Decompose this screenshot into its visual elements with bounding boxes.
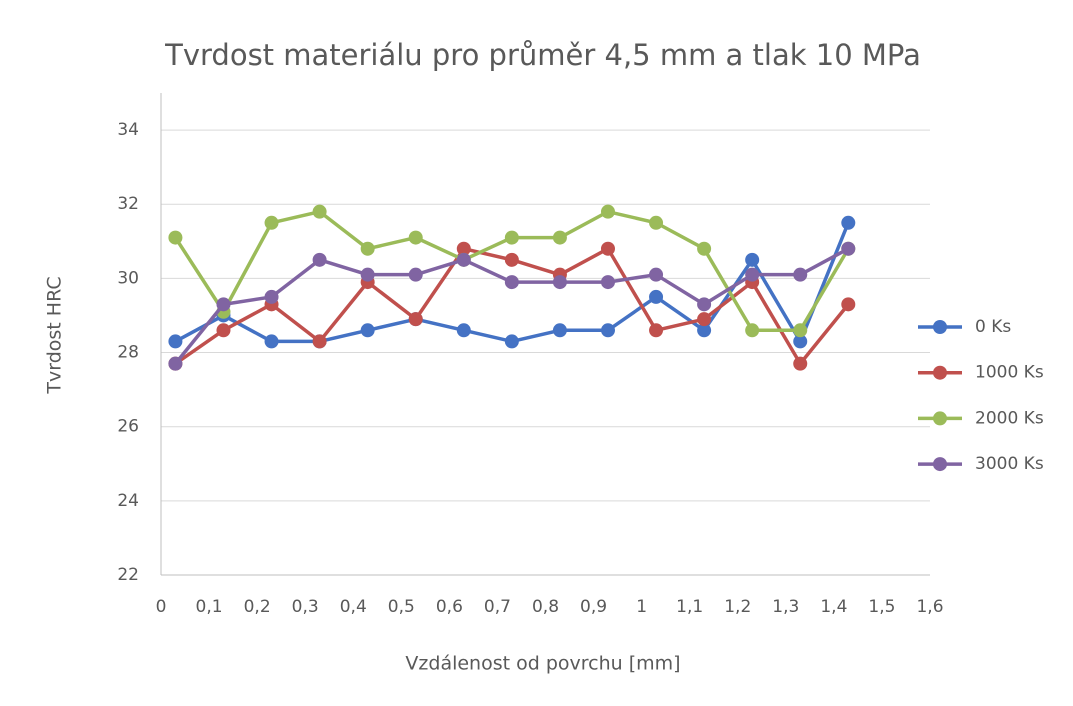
data-point xyxy=(312,204,327,219)
data-point xyxy=(168,230,183,245)
y-tick-label: 24 xyxy=(117,491,139,511)
data-point xyxy=(697,323,712,338)
x-tick-label: 0,5 xyxy=(388,597,415,617)
chart-title: Tvrdost materiálu pro průměr 4,5 mm a tl… xyxy=(164,38,921,72)
data-point xyxy=(504,252,519,267)
y-tick-label: 28 xyxy=(117,343,139,363)
x-tick-label: 1,5 xyxy=(868,597,895,617)
data-point xyxy=(504,275,519,290)
x-tick-label: 0,8 xyxy=(532,597,559,617)
data-point xyxy=(360,241,375,256)
data-point xyxy=(312,334,327,349)
data-point xyxy=(649,267,664,282)
data-point xyxy=(649,323,664,338)
legend-label: 0 Ks xyxy=(975,317,1011,337)
y-tick-label: 30 xyxy=(117,268,139,288)
x-tick-label: 0,3 xyxy=(292,597,319,617)
y-tick-label: 26 xyxy=(117,417,139,437)
data-point xyxy=(600,204,615,219)
data-point xyxy=(745,267,760,282)
data-point xyxy=(264,215,279,230)
x-tick-label: 0,1 xyxy=(196,597,223,617)
data-point xyxy=(649,215,664,230)
data-point xyxy=(312,252,327,267)
data-point xyxy=(697,297,712,312)
data-point xyxy=(600,323,615,338)
x-tick-label: 1,3 xyxy=(772,597,799,617)
legend-label: 2000 Ks xyxy=(975,408,1044,428)
data-point xyxy=(600,241,615,256)
legend-marker xyxy=(933,457,947,472)
data-point xyxy=(456,323,471,338)
data-point xyxy=(168,334,183,349)
data-point xyxy=(745,252,760,267)
x-tick-label: 1 xyxy=(636,597,647,617)
x-tick-label: 1,2 xyxy=(724,597,751,617)
legend-marker xyxy=(933,365,947,380)
data-point xyxy=(697,241,712,256)
data-point xyxy=(504,230,519,245)
data-point xyxy=(216,323,231,338)
x-tick-label: 0,2 xyxy=(244,597,271,617)
legend-marker xyxy=(933,411,947,426)
x-tick-label: 0 xyxy=(156,597,167,617)
data-point xyxy=(745,323,760,338)
data-point xyxy=(793,267,808,282)
data-point xyxy=(456,241,471,256)
data-point xyxy=(552,275,567,290)
y-axis-title: Tvrdost HRC xyxy=(44,276,66,394)
data-point xyxy=(552,230,567,245)
x-tick-label: 1,6 xyxy=(916,597,943,617)
data-point xyxy=(552,323,567,338)
legend-label: 1000 Ks xyxy=(975,363,1044,383)
data-point xyxy=(841,297,856,312)
data-point xyxy=(168,356,183,371)
data-point xyxy=(408,267,423,282)
data-point xyxy=(408,230,423,245)
y-tick-label: 32 xyxy=(117,194,139,214)
data-point xyxy=(600,275,615,290)
data-point xyxy=(793,334,808,349)
x-tick-label: 1,1 xyxy=(676,597,703,617)
y-tick-label: 22 xyxy=(117,565,139,585)
data-point xyxy=(697,312,712,327)
data-point xyxy=(793,356,808,371)
data-point xyxy=(793,323,808,338)
data-point xyxy=(841,241,856,256)
legend-marker xyxy=(933,320,947,334)
data-point xyxy=(649,289,664,304)
data-point xyxy=(264,334,279,349)
data-point xyxy=(264,289,279,304)
data-point xyxy=(456,252,471,267)
data-point xyxy=(360,267,375,282)
legend-label: 3000 Ks xyxy=(975,454,1044,474)
data-point xyxy=(408,312,423,327)
data-point xyxy=(216,297,231,312)
x-tick-label: 0,4 xyxy=(340,597,367,617)
x-tick-label: 0,6 xyxy=(436,597,463,617)
data-point xyxy=(504,334,519,349)
x-tick-label: 1,4 xyxy=(820,597,847,617)
data-point xyxy=(841,215,856,230)
x-axis-title: Vzdálenost od povrchu [mm] xyxy=(405,653,680,675)
x-tick-label: 0,9 xyxy=(580,597,607,617)
y-tick-label: 34 xyxy=(117,120,139,140)
x-tick-label: 0,7 xyxy=(484,597,511,617)
data-point xyxy=(360,323,375,338)
